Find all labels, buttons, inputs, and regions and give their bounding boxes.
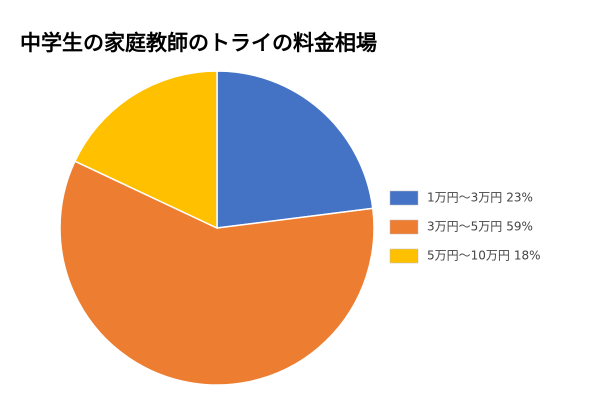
pie-slice — [59, 160, 375, 386]
legend-swatch — [389, 219, 419, 235]
chart-title: 中学生の家庭教師のトライの料金相場 — [20, 31, 377, 55]
legend-value: 23% — [506, 191, 533, 205]
legend-value: 18% — [514, 249, 541, 263]
legend-value: 59% — [506, 220, 533, 234]
legend-swatch — [389, 190, 419, 206]
legend-label: 5万円〜10万円 — [427, 249, 510, 263]
legend-swatch — [389, 248, 419, 264]
legend-label: 3万円〜5万円 — [427, 220, 502, 234]
pie-slice — [216, 70, 374, 229]
pie-slice — [73, 70, 218, 230]
legend-label: 1万円〜3万円 — [427, 191, 502, 205]
